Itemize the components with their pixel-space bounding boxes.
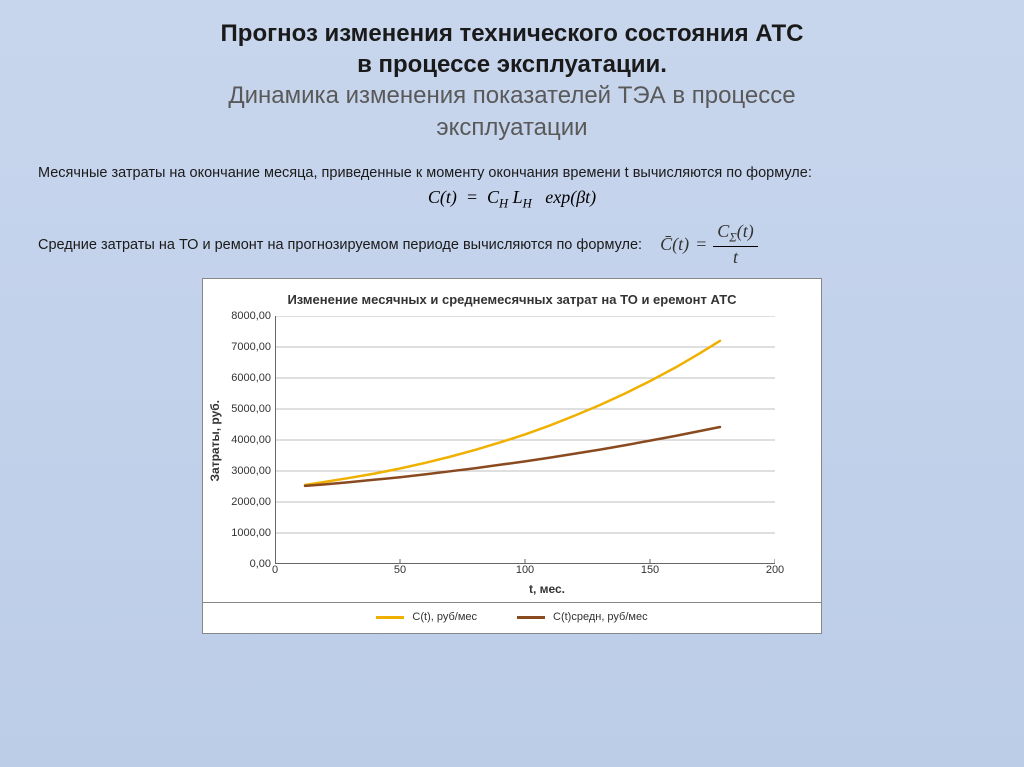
y-axis-ticks: 0,001000,002000,003000,004000,005000,006… <box>225 316 275 564</box>
y-tick-label: 3000,00 <box>231 465 271 477</box>
y-tick-label: 5000,00 <box>231 403 271 415</box>
formula-1: C(t) = CН LН exp(βt) <box>38 187 986 212</box>
y-tick-label: 0,00 <box>250 558 271 570</box>
y-tick-label: 8000,00 <box>231 310 271 322</box>
y-axis-label: Затраты, руб. <box>205 316 225 564</box>
title-line-4: эксплуатации <box>38 112 986 143</box>
formula1-l: L <box>513 187 523 207</box>
y-tick-label: 1000,00 <box>231 527 271 539</box>
x-tick-label: 50 <box>394 564 406 576</box>
x-tick-label: 100 <box>516 564 534 576</box>
chart-legend: C(t), руб/мес C(t)средн, руб/мес <box>203 602 821 633</box>
title-line-1: Прогноз изменения технического состояния… <box>38 18 986 49</box>
legend-swatch <box>517 616 545 619</box>
x-axis-ticks: 0 50 100 150 200 <box>275 564 799 580</box>
legend-swatch <box>376 616 404 619</box>
x-tick-label: 0 <box>272 564 278 576</box>
formula1-exp: exp(βt) <box>545 187 596 207</box>
cost-chart: Изменение месячных и среднемесячных затр… <box>202 278 822 635</box>
paragraph-2: Средние затраты на ТО и ремонт на прогно… <box>38 237 642 253</box>
legend-item: C(t), руб/мес <box>376 611 477 623</box>
plot-area <box>275 316 775 564</box>
formula1-c: C <box>487 187 499 207</box>
legend-label: C(t)средн, руб/мес <box>553 611 648 623</box>
x-tick-label: 200 <box>766 564 784 576</box>
y-tick-label: 7000,00 <box>231 341 271 353</box>
chart-title: Изменение месячных и среднемесячных затр… <box>203 279 821 315</box>
legend-item: C(t)средн, руб/мес <box>517 611 648 623</box>
y-tick-label: 2000,00 <box>231 496 271 508</box>
formula-2: C̄(t) = CΣ(t) t <box>660 221 758 268</box>
legend-label: C(t), руб/мес <box>412 611 477 623</box>
paragraph-1: Месячные затраты на окончание месяца, пр… <box>38 165 986 181</box>
slide-title: Прогноз изменения технического состояния… <box>38 18 986 143</box>
y-tick-label: 6000,00 <box>231 372 271 384</box>
x-tick-label: 150 <box>641 564 659 576</box>
x-axis-label: t, мес. <box>203 580 821 602</box>
title-line-3: Динамика изменения показателей ТЭА в про… <box>38 80 986 111</box>
y-tick-label: 4000,00 <box>231 434 271 446</box>
formula2-lhs: C̄(t) <box>660 234 689 255</box>
title-line-2: в процессе эксплуатации. <box>38 49 986 80</box>
formula1-lhs: C(t) <box>428 187 457 207</box>
